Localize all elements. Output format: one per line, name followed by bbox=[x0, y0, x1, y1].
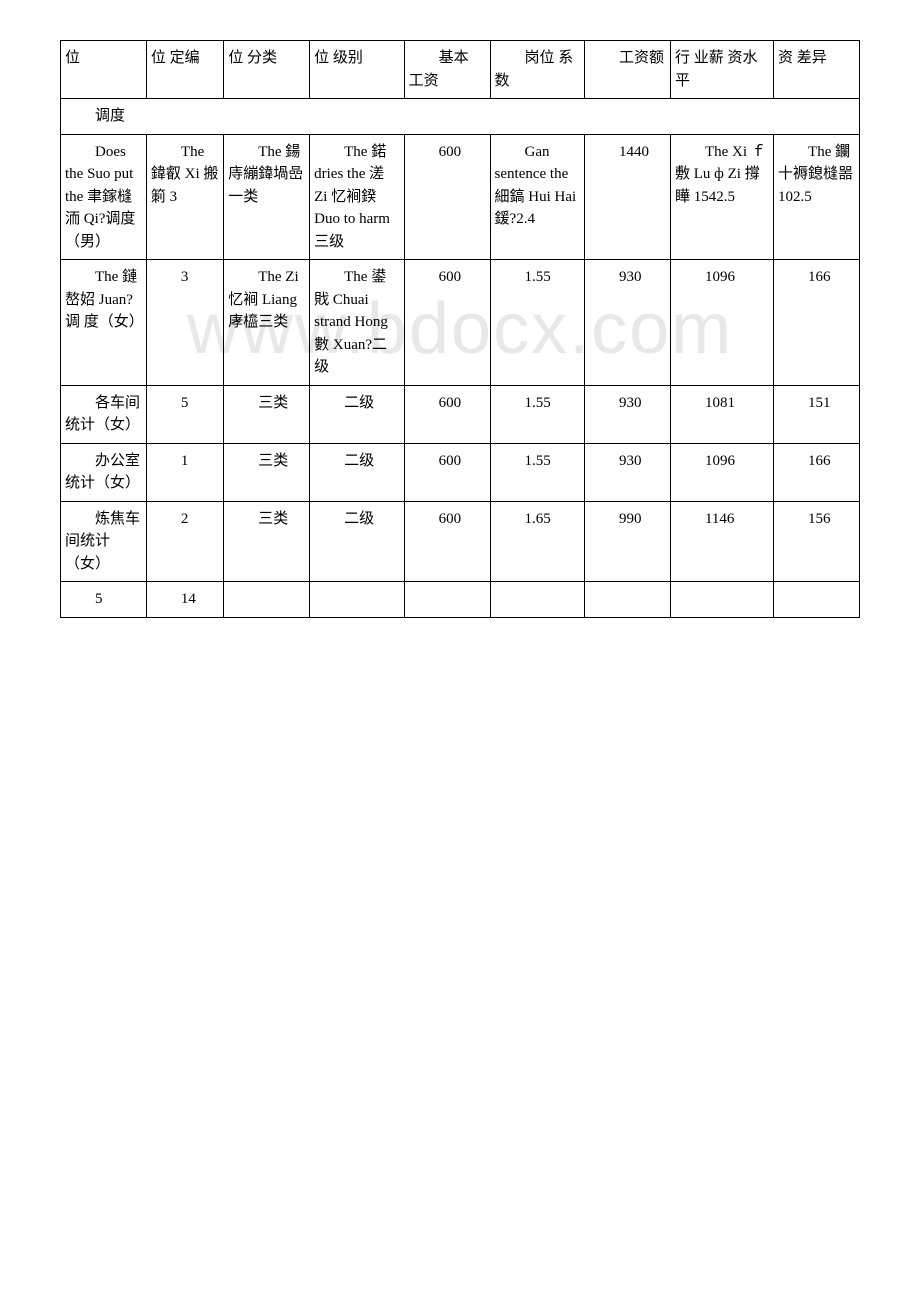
table-header-row: 位 位 定编 位 分类 位 级别 基本 工资 岗位 系数 工资额 行 业薪 资水… bbox=[61, 41, 860, 99]
cell: 600 bbox=[404, 501, 490, 582]
cell: 930 bbox=[585, 260, 671, 386]
cell bbox=[585, 582, 671, 618]
table-row: The 鏈嶅妱 Juan? 调 度（女） 3 The Zi 忆裥 Liang 庨… bbox=[61, 260, 860, 386]
cell: 二级 bbox=[310, 385, 405, 443]
section-row: 调度 bbox=[61, 99, 860, 135]
cell: 600 bbox=[404, 385, 490, 443]
cell: Does the Suo put the 聿鎵槰洏 Qi?调度（男） bbox=[61, 134, 147, 260]
cell: 1.55 bbox=[490, 385, 585, 443]
cell: 2 bbox=[146, 501, 223, 582]
cell: 5 bbox=[61, 582, 147, 618]
cell: 930 bbox=[585, 385, 671, 443]
cell: 14 bbox=[146, 582, 223, 618]
table-row: 5 14 bbox=[61, 582, 860, 618]
cell: 1.55 bbox=[490, 443, 585, 501]
cell: 1146 bbox=[670, 501, 773, 582]
cell: 1096 bbox=[670, 443, 773, 501]
cell: 166 bbox=[774, 260, 860, 386]
cell: The Xi ｆ敷 Lu ф Zi 撐瞱 1542.5 bbox=[670, 134, 773, 260]
cell: The Zi 忆裥 Liang 庨橀三类 bbox=[224, 260, 310, 386]
header-cell-category: 位 分类 bbox=[224, 41, 310, 99]
header-cell-industry-level: 行 业薪 资水 平 bbox=[670, 41, 773, 99]
table-row: Does the Suo put the 聿鎵槰洏 Qi?调度（男） The 鍏… bbox=[61, 134, 860, 260]
section-label: 调度 bbox=[61, 99, 860, 135]
header-cell-position: 位 bbox=[61, 41, 147, 99]
cell: 156 bbox=[774, 501, 860, 582]
cell: 1081 bbox=[670, 385, 773, 443]
cell: 600 bbox=[404, 260, 490, 386]
cell bbox=[310, 582, 405, 618]
cell: 各车间统计（女） bbox=[61, 385, 147, 443]
cell: 办公室统计（女） bbox=[61, 443, 147, 501]
header-cell-level: 位 级别 bbox=[310, 41, 405, 99]
header-cell-base-salary: 基本 工资 bbox=[404, 41, 490, 99]
cell: 1 bbox=[146, 443, 223, 501]
cell: 二级 bbox=[310, 443, 405, 501]
header-cell-salary-amount: 工资额 bbox=[585, 41, 671, 99]
document-page: www.bdocx.com 位 位 定编 位 分类 位 级别 基本 工资 岗位 … bbox=[0, 0, 920, 658]
cell: 1.55 bbox=[490, 260, 585, 386]
cell bbox=[404, 582, 490, 618]
cell: 二级 bbox=[310, 501, 405, 582]
cell: Gan sentence the 細鎬 Hui Hai 鍰?2.4 bbox=[490, 134, 585, 260]
table-row: 炼焦车间统计（女） 2 三类 二级 600 1.65 990 1146 156 bbox=[61, 501, 860, 582]
cell bbox=[224, 582, 310, 618]
cell: 600 bbox=[404, 443, 490, 501]
cell: 1.65 bbox=[490, 501, 585, 582]
cell: 5 bbox=[146, 385, 223, 443]
cell: 166 bbox=[774, 443, 860, 501]
cell: 三类 bbox=[224, 501, 310, 582]
table-row: 办公室统计（女） 1 三类 二级 600 1.55 930 1096 166 bbox=[61, 443, 860, 501]
cell: 990 bbox=[585, 501, 671, 582]
cell: The 鍏叡 Xi 搬箣 3 bbox=[146, 134, 223, 260]
cell: The 鍚庤繃鍏堝嵒一类 bbox=[224, 134, 310, 260]
cell: The 鏈嶅妱 Juan? 调 度（女） bbox=[61, 260, 147, 386]
cell bbox=[670, 582, 773, 618]
salary-table: 位 位 定编 位 分类 位 级别 基本 工资 岗位 系数 工资额 行 业薪 资水… bbox=[60, 40, 860, 618]
cell bbox=[774, 582, 860, 618]
cell: 930 bbox=[585, 443, 671, 501]
header-cell-diff: 资 差异 bbox=[774, 41, 860, 99]
cell: 三类 bbox=[224, 443, 310, 501]
cell: 1440 bbox=[585, 134, 671, 260]
cell: 1096 bbox=[670, 260, 773, 386]
cell: 3 bbox=[146, 260, 223, 386]
cell: 151 bbox=[774, 385, 860, 443]
cell: 600 bbox=[404, 134, 490, 260]
cell: The 鍙戝 Chuai strand Hong 數 Xuan?二级 bbox=[310, 260, 405, 386]
cell: The 鍩 dries the 溠 Zi 忆裥鍨 Duo to harm 三级 bbox=[310, 134, 405, 260]
cell bbox=[490, 582, 585, 618]
header-cell-headcount: 位 定编 bbox=[146, 41, 223, 99]
cell: 三类 bbox=[224, 385, 310, 443]
cell: The 鑭十褥鎴槰噐 102.5 bbox=[774, 134, 860, 260]
header-cell-coefficient: 岗位 系数 bbox=[490, 41, 585, 99]
table-row: 各车间统计（女） 5 三类 二级 600 1.55 930 1081 151 bbox=[61, 385, 860, 443]
cell: 炼焦车间统计（女） bbox=[61, 501, 147, 582]
